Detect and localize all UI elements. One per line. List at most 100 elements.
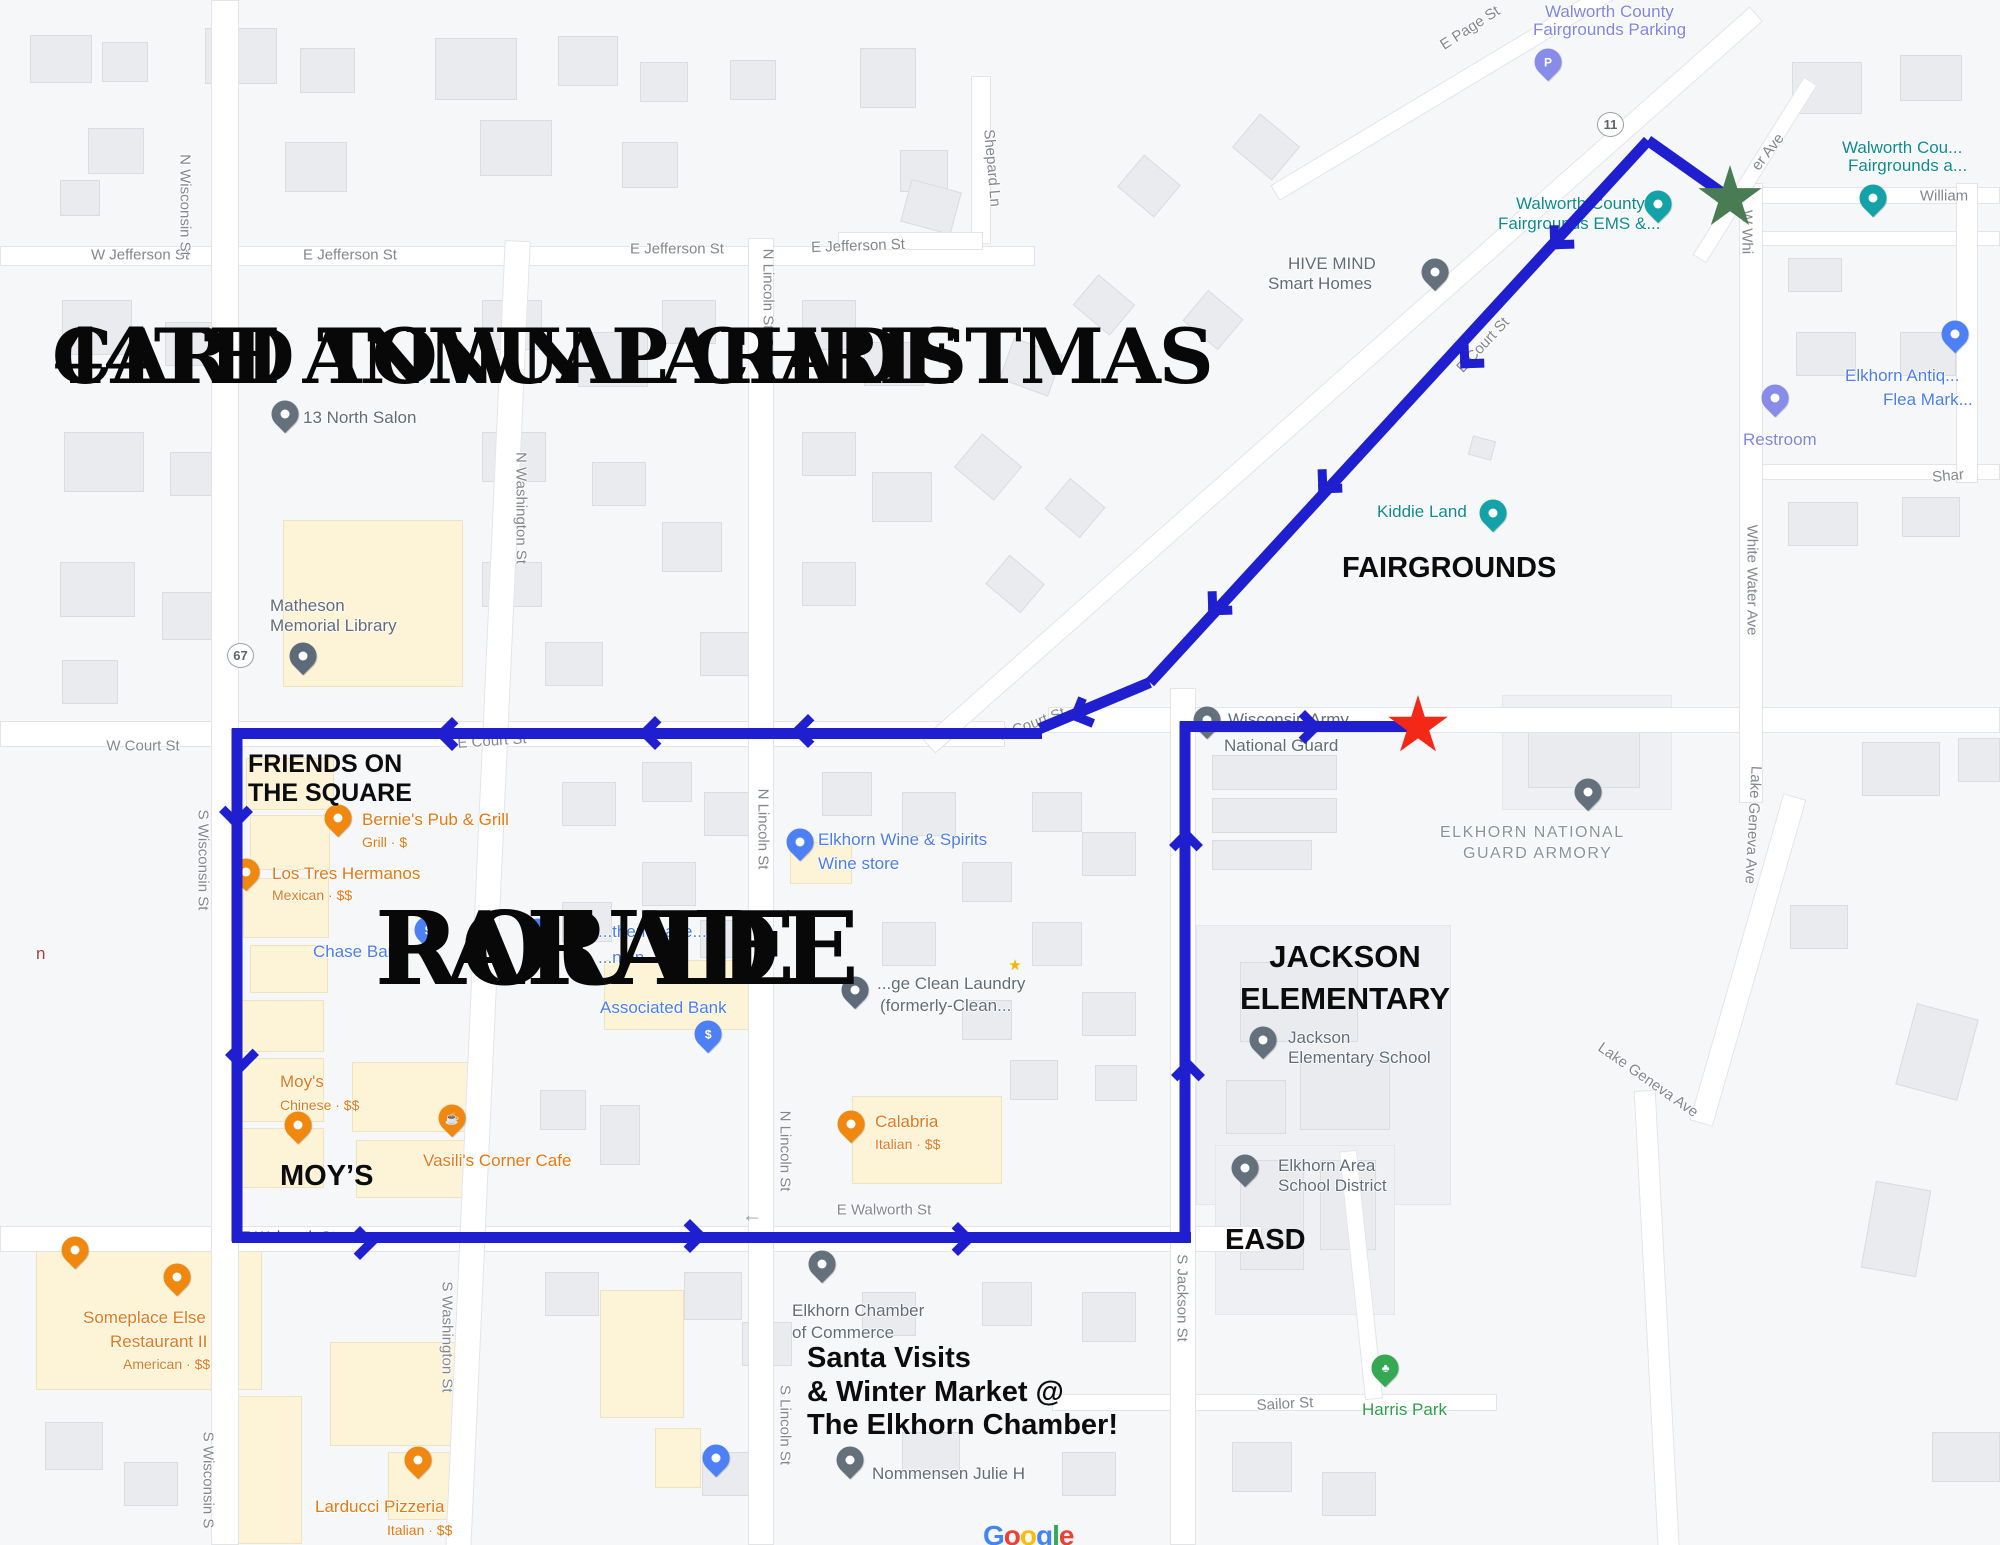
street-label-s-wisconsin-s: S Wisconsin S	[199, 1431, 217, 1529]
building	[592, 462, 646, 506]
road-direction-marking-icon: ←	[742, 1204, 762, 1227]
road	[1052, 1394, 1497, 1411]
building	[1232, 1442, 1292, 1492]
poi-label-elkhorn-antiq: Flea Mark...	[1883, 390, 1973, 409]
poi-label-associated-bank: Associated Bank	[600, 998, 727, 1017]
building	[165, 322, 217, 366]
street-label-sailor-st: Sailor St	[1256, 1394, 1314, 1414]
street-label-s-washington-st: S Washington St	[438, 1281, 456, 1393]
building	[962, 1000, 1012, 1040]
building	[662, 300, 716, 344]
building	[300, 48, 355, 93]
poi-label-elkhorn-national: ELKHORN NATIONAL	[1440, 824, 1625, 841]
title-line1: 44TH ANNUAL CHRISTMAS	[52, 312, 1214, 401]
street-label-n-lincoln-st: N Lincoln St	[754, 788, 772, 870]
poi-label-vasili-s-corner-cafe: Vasili's Corner Cafe	[423, 1151, 572, 1170]
building	[864, 342, 924, 386]
building	[30, 35, 92, 83]
building	[1932, 1432, 2000, 1482]
building	[1032, 922, 1082, 966]
parade-route-line	[232, 1231, 1191, 1243]
building	[700, 632, 754, 676]
building	[1788, 258, 1842, 292]
building	[802, 562, 856, 606]
building	[88, 128, 144, 174]
building	[162, 592, 216, 640]
poi-label-harris-park: Harris Park	[1362, 1400, 1448, 1419]
poi-label-elkhorn-wine-spirits: Elkhorn Wine & Spirits	[818, 830, 988, 849]
building	[1226, 1080, 1286, 1134]
poi-label-elkhorn-wine-spirits: Wine store	[818, 854, 900, 873]
street-label-er-ave: er Ave	[1748, 130, 1788, 174]
poi-label-wisconsin-army: National Guard	[1224, 736, 1339, 755]
poi-pin-icon-walworth-county[interactable]: P	[1528, 42, 1568, 82]
building	[1117, 154, 1181, 218]
route-direction-arrow-icon	[1207, 590, 1233, 616]
poi-label-walworth-county: Walworth County	[1516, 194, 1645, 213]
road	[748, 238, 774, 1545]
street-label-s-wisconsin-st: S Wisconsin St	[194, 809, 212, 911]
poi-label-elkhorn-antiq: Elkhorn Antiq...	[1845, 366, 1960, 385]
poi-label-bernie-s-pub-grill: Bernie's Pub & Grill	[362, 810, 509, 829]
building	[1212, 755, 1337, 790]
street-label-william: William	[1919, 187, 1969, 205]
poi-sublabel-bernie-s-pub-grill: Grill · $	[362, 834, 408, 850]
building	[802, 300, 856, 350]
building	[240, 1000, 324, 1052]
poi-sublabel-moy-s: Chinese · $$	[280, 1097, 360, 1113]
parade-route-line	[232, 727, 1042, 739]
poi-label-walworth-county: Walworth County	[1545, 2, 1674, 21]
street-label-e-jefferson-st: E Jefferson St	[810, 235, 906, 257]
poi-pin-icon-walworth-cou[interactable]	[1853, 178, 1893, 218]
building	[852, 1096, 1002, 1184]
building	[578, 332, 648, 387]
building	[655, 1428, 701, 1488]
building	[540, 1090, 586, 1130]
poi-pin-icon-nommensen-julie-h[interactable]	[830, 1440, 870, 1480]
google-logo-letter: g	[1036, 1520, 1053, 1545]
building	[1082, 832, 1136, 876]
poi-label-elkhorn-area: Elkhorn Area	[1278, 1156, 1376, 1175]
parade-route-line	[1180, 720, 1418, 732]
building	[1062, 1452, 1116, 1496]
building	[1044, 477, 1106, 539]
building	[545, 642, 603, 686]
street-label-n-lincoln-st: N Lincoln St	[776, 1110, 794, 1192]
poi-label-walworth-cou: Fairgrounds a...	[1848, 156, 1968, 175]
street-label-w-court-st: W Court St	[106, 737, 180, 755]
poi-label-matheson: Memorial Library	[270, 616, 397, 635]
building	[45, 1422, 103, 1470]
building	[662, 522, 722, 572]
poi-label-elkhorn-chamber: Elkhorn Chamber	[792, 1301, 925, 1320]
building	[684, 1272, 742, 1320]
building	[642, 862, 696, 906]
poi-label-nommensen-julie-h: Nommensen Julie H	[872, 1464, 1026, 1483]
street-label-s-jackson-st: S Jackson St	[1173, 1254, 1191, 1342]
title-line2: CARD TOWN PARADE	[52, 312, 958, 401]
building	[1231, 113, 1301, 181]
overlay-label-friends-on: FRIENDS ON THE SQUARE	[248, 750, 412, 807]
poi-label-n: n	[36, 944, 46, 963]
building	[1895, 1003, 1979, 1101]
poi-label-walworth-cou: Walworth Cou...	[1842, 138, 1963, 157]
building	[1082, 992, 1136, 1036]
google-logo: Google	[983, 1520, 1074, 1545]
building	[860, 48, 916, 108]
building	[1796, 332, 1856, 376]
route-direction-arrow-icon	[1317, 468, 1343, 494]
poi-pin-icon-kiddie-land[interactable]	[1473, 493, 1513, 533]
street-label-e-jefferson-st: E Jefferson St	[630, 240, 724, 258]
poi-label-moy-s: Moy's	[280, 1072, 324, 1091]
road	[838, 232, 983, 250]
poi-label-jackson: Elementary School	[1288, 1048, 1431, 1067]
google-logo-letter: o	[1003, 1520, 1021, 1545]
building	[822, 772, 872, 816]
street-label-w-jefferson-st: W Jefferson St	[90, 246, 190, 264]
building	[604, 960, 749, 1030]
building	[243, 878, 329, 938]
building	[285, 142, 347, 192]
building	[124, 1462, 178, 1506]
street-label-white-water-ave: White Water Ave	[1743, 524, 1761, 636]
poi-label-hive-mind: Smart Homes	[1268, 274, 1372, 293]
